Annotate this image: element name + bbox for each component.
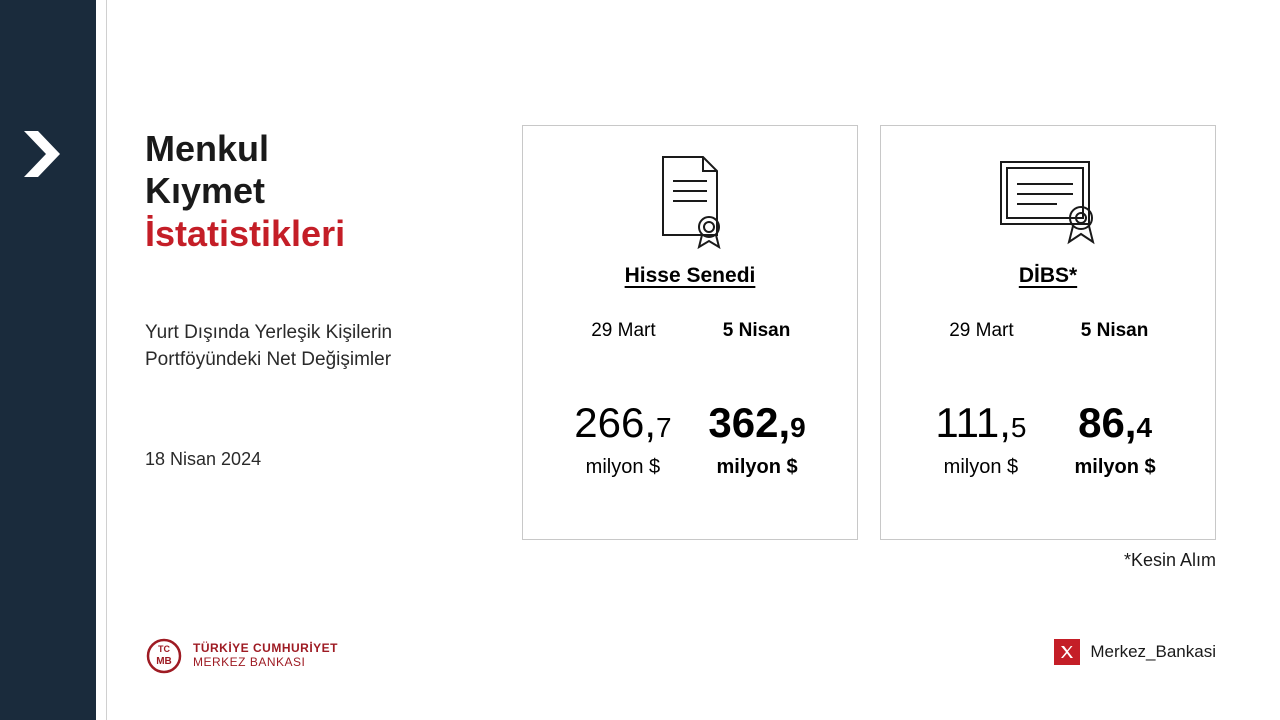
svg-text:TC: TC (158, 644, 170, 654)
report-date: 18 Nisan 2024 (145, 449, 495, 470)
social-link[interactable]: Merkez_Bankasi (1054, 639, 1216, 665)
date-2: 5 Nisan (1060, 320, 1169, 342)
values-row: 111,5 86,4 (909, 402, 1187, 444)
unit-row: milyon $ milyon $ (909, 456, 1187, 479)
document-seal-icon (551, 146, 829, 256)
vertical-divider (106, 0, 107, 720)
unit-2: milyon $ (1053, 456, 1177, 479)
chevron-icon (18, 125, 76, 188)
date-2: 5 Nisan (702, 320, 811, 342)
dates-row: 29 Mart 5 Nisan (909, 320, 1187, 342)
logo-text: TÜRKİYE CUMHURİYET MERKEZ BANKASI (193, 642, 338, 670)
unit-1: milyon $ (919, 456, 1043, 479)
svg-text:MB: MB (156, 656, 172, 667)
title-block: Menkul Kıymet İstatistikleri Yurt Dışınd… (145, 128, 495, 470)
value-2: 362,9 (695, 402, 819, 444)
tcmb-mark-icon: TC MB (145, 637, 183, 675)
value-2: 86,4 (1053, 402, 1177, 444)
card-dibs: DİBS* 29 Mart 5 Nisan 111,5 86,4 milyon … (880, 125, 1216, 540)
x-icon (1054, 639, 1080, 665)
title-line-3: İstatistikleri (145, 213, 495, 255)
card-title: DİBS* (909, 264, 1187, 288)
card-stocks: Hisse Senedi 29 Mart 5 Nisan 266,7 362,9… (522, 125, 858, 540)
date-1: 29 Mart (569, 320, 678, 342)
value-1: 111,5 (919, 402, 1043, 444)
footnote: *Kesin Alım (1124, 550, 1216, 571)
certificate-seal-icon (909, 146, 1187, 256)
tcmb-logo: TC MB TÜRKİYE CUMHURİYET MERKEZ BANKASI (145, 637, 338, 675)
cards-container: Hisse Senedi 29 Mart 5 Nisan 266,7 362,9… (522, 125, 1216, 540)
values-row: 266,7 362,9 (551, 402, 829, 444)
title-line-2: Kıymet (145, 170, 495, 212)
value-1: 266,7 (561, 402, 685, 444)
title-line-1: Menkul (145, 128, 495, 170)
unit-1: milyon $ (561, 456, 685, 479)
card-title: Hisse Senedi (551, 264, 829, 288)
sidebar (0, 0, 96, 720)
unit-2: milyon $ (695, 456, 819, 479)
social-handle: Merkez_Bankasi (1090, 642, 1216, 662)
date-1: 29 Mart (927, 320, 1036, 342)
subtitle: Yurt Dışında Yerleşik Kişilerin Portföyü… (145, 320, 495, 373)
unit-row: milyon $ milyon $ (551, 456, 829, 479)
dates-row: 29 Mart 5 Nisan (551, 320, 829, 342)
